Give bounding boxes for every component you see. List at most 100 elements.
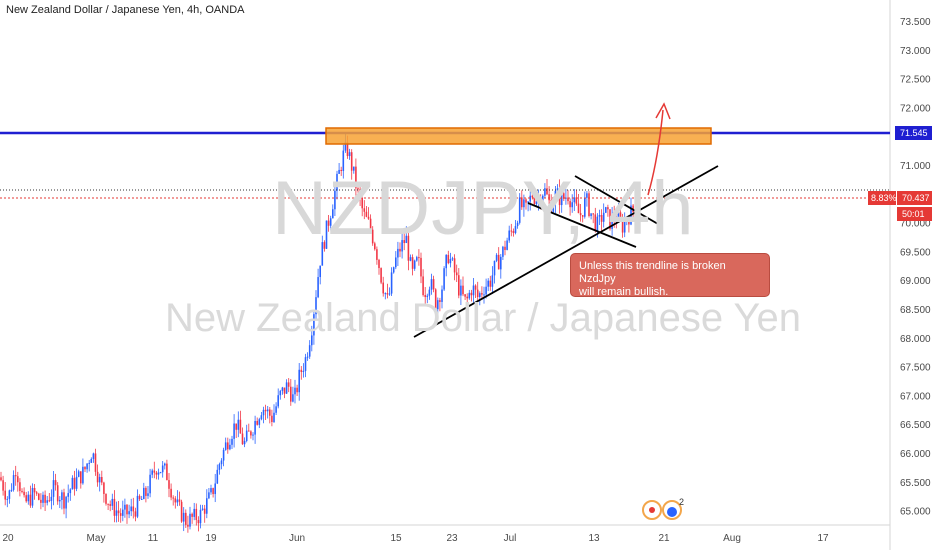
- price-axis[interactable]: 73.50073.00072.50072.00071.50071.00070.5…: [900, 17, 931, 518]
- candle-body: [409, 257, 412, 261]
- resistance-tag-bg: [895, 126, 932, 140]
- candle-body: [613, 214, 615, 221]
- candle-body: [277, 395, 279, 407]
- candle-body: [35, 492, 38, 494]
- candle-body: [447, 254, 450, 264]
- candle-body: [172, 497, 174, 499]
- candle-body: [579, 213, 582, 216]
- candle-body: [90, 458, 93, 463]
- candle-body: [23, 491, 25, 496]
- candle-body: [623, 221, 626, 233]
- candle-body: [203, 508, 206, 514]
- candle-body: [332, 209, 334, 219]
- candle-body: [489, 280, 492, 287]
- event-icons[interactable]: 2: [641, 497, 691, 521]
- candle-body: [311, 335, 313, 346]
- candle-body: [86, 463, 88, 470]
- candle-body: [290, 386, 292, 402]
- candle-body: [527, 201, 529, 203]
- candle-body: [374, 243, 376, 250]
- candle-body: [384, 293, 387, 295]
- candle-body: [119, 513, 122, 516]
- candle-body: [355, 166, 357, 189]
- countdown-tag: 50:01: [902, 209, 925, 219]
- candle-body: [252, 434, 254, 436]
- time-tick-label: Jul: [504, 533, 517, 544]
- candle-body: [109, 504, 111, 506]
- channel-upper-line[interactable]: [574, 175, 659, 225]
- candle-body: [71, 477, 74, 490]
- candle-body: [554, 190, 557, 204]
- candle-body: [418, 257, 420, 259]
- candle-body: [298, 369, 300, 393]
- candle-body: [449, 259, 452, 264]
- candle-body: [626, 220, 628, 222]
- channel-lower-line[interactable]: [527, 202, 637, 248]
- candle-body: [483, 294, 485, 296]
- candle-body: [619, 212, 622, 220]
- candle-body: [250, 431, 252, 436]
- candle-body: [548, 194, 550, 201]
- candle-body: [395, 257, 397, 268]
- candle-body: [96, 471, 99, 483]
- resistance-zone[interactable]: [325, 127, 712, 145]
- candle-body: [260, 415, 263, 420]
- price-tick-label: 66.000: [900, 449, 931, 460]
- candle-body: [397, 248, 399, 258]
- candle-body: [193, 508, 195, 517]
- candle-body: [302, 370, 305, 372]
- candle-body: [592, 213, 594, 215]
- candle-body: [378, 259, 380, 269]
- candle-body: [264, 409, 267, 412]
- candle-body: [500, 256, 502, 270]
- candle-body: [602, 212, 605, 222]
- candle-body: [14, 475, 17, 477]
- ascending-trendline[interactable]: [413, 165, 719, 338]
- candle-body: [147, 493, 149, 496]
- candle-body: [44, 494, 46, 503]
- candle-body: [434, 289, 437, 310]
- candle-body: [281, 387, 284, 391]
- candle-body: [273, 412, 275, 422]
- candle-body: [279, 390, 282, 396]
- candle-body: [61, 492, 63, 500]
- candle-body: [416, 257, 418, 261]
- candle-body: [10, 489, 13, 491]
- candle-body: [371, 229, 374, 244]
- annotation-note[interactable]: Unless this trendline is broken NzdJpy w…: [570, 253, 770, 298]
- chart-title: New Zealand Dollar / Japanese Yen, 4h, O…: [6, 4, 245, 16]
- candle-body: [615, 220, 618, 222]
- candle-body: [581, 215, 584, 217]
- candle-body: [27, 494, 30, 502]
- candle-body: [189, 513, 191, 527]
- price-tick-label: 68.500: [900, 305, 931, 316]
- candle-body: [617, 212, 620, 222]
- candle-body: [130, 506, 132, 512]
- price-tick-label: 67.500: [900, 363, 931, 374]
- candle-body: [269, 409, 271, 416]
- candle-body: [218, 464, 221, 470]
- candle-body: [584, 197, 586, 217]
- candle-body: [363, 208, 366, 212]
- candle-body: [460, 285, 462, 296]
- candle-body: [266, 409, 269, 412]
- candle-body: [535, 201, 538, 204]
- candle-body: [327, 220, 330, 226]
- candle-body: [441, 289, 443, 302]
- candle-body: [296, 387, 298, 393]
- candle-body: [458, 275, 460, 296]
- time-axis[interactable]: 20 May 11 19 Jun 15 23 Jul 13 21 Aug 17: [2, 533, 829, 544]
- candle-body: [111, 498, 114, 506]
- candle-body: [586, 193, 588, 198]
- candle-body: [40, 499, 42, 503]
- candle-body: [220, 460, 223, 465]
- candle-body: [533, 197, 536, 204]
- candle-body: [262, 409, 265, 416]
- candle-body: [428, 289, 431, 296]
- candle-body: [411, 257, 414, 269]
- candle-body: [464, 294, 466, 297]
- candle-body: [468, 292, 471, 299]
- candle-body: [48, 500, 51, 502]
- candle-body: [214, 483, 216, 495]
